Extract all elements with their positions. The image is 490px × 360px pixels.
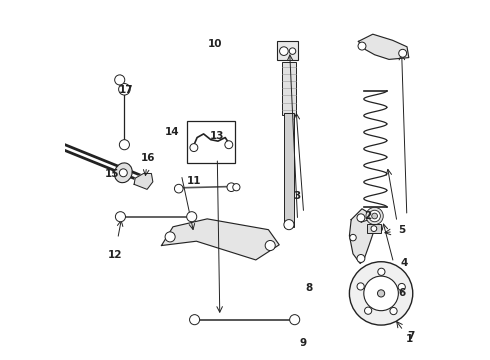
Circle shape — [357, 283, 364, 290]
Polygon shape — [358, 34, 409, 59]
Circle shape — [116, 212, 125, 222]
Circle shape — [357, 255, 365, 262]
Circle shape — [372, 213, 377, 219]
Circle shape — [349, 262, 413, 325]
Text: 4: 4 — [400, 258, 408, 268]
Circle shape — [289, 48, 296, 54]
Polygon shape — [134, 174, 153, 189]
Circle shape — [284, 220, 294, 230]
Circle shape — [390, 307, 397, 315]
Text: 11: 11 — [187, 176, 201, 186]
Circle shape — [225, 141, 233, 149]
Text: 10: 10 — [208, 39, 223, 49]
Circle shape — [265, 240, 275, 251]
Circle shape — [120, 140, 129, 150]
Circle shape — [365, 307, 372, 314]
Circle shape — [366, 207, 383, 225]
Text: 1: 1 — [406, 334, 414, 344]
Polygon shape — [349, 209, 375, 264]
Text: 2: 2 — [364, 211, 371, 221]
Bar — [277, 41, 297, 60]
Circle shape — [369, 210, 380, 222]
Circle shape — [358, 42, 366, 50]
Circle shape — [165, 232, 175, 242]
Circle shape — [399, 49, 407, 57]
Circle shape — [233, 184, 240, 191]
Text: 16: 16 — [141, 153, 155, 163]
Circle shape — [398, 283, 405, 291]
Circle shape — [371, 226, 377, 231]
Text: 15: 15 — [105, 168, 120, 179]
Bar — [284, 113, 294, 227]
Bar — [187, 121, 235, 163]
Circle shape — [280, 47, 288, 55]
Text: 8: 8 — [305, 283, 313, 293]
Circle shape — [377, 290, 385, 297]
Text: 17: 17 — [119, 85, 133, 95]
Text: 7: 7 — [407, 330, 414, 341]
Circle shape — [187, 212, 197, 222]
Circle shape — [350, 234, 356, 241]
Text: 13: 13 — [210, 131, 224, 141]
Circle shape — [174, 184, 183, 193]
Text: 12: 12 — [107, 250, 122, 260]
Text: 3: 3 — [294, 191, 301, 201]
Circle shape — [115, 75, 125, 85]
Polygon shape — [162, 219, 279, 260]
Bar — [367, 224, 381, 233]
Circle shape — [119, 84, 130, 95]
Circle shape — [227, 183, 236, 192]
Circle shape — [364, 276, 398, 311]
Circle shape — [357, 214, 365, 222]
Ellipse shape — [115, 163, 132, 183]
Text: 14: 14 — [165, 127, 180, 138]
Circle shape — [190, 144, 198, 152]
Text: 6: 6 — [398, 288, 405, 298]
Bar — [282, 62, 296, 115]
Circle shape — [190, 315, 199, 325]
Circle shape — [378, 268, 385, 275]
Text: 9: 9 — [300, 338, 307, 348]
Circle shape — [120, 169, 127, 177]
Text: 5: 5 — [398, 225, 405, 235]
Circle shape — [290, 315, 300, 325]
